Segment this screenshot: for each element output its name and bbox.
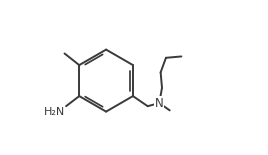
Text: N: N xyxy=(155,97,164,110)
Text: H₂N: H₂N xyxy=(44,107,65,117)
